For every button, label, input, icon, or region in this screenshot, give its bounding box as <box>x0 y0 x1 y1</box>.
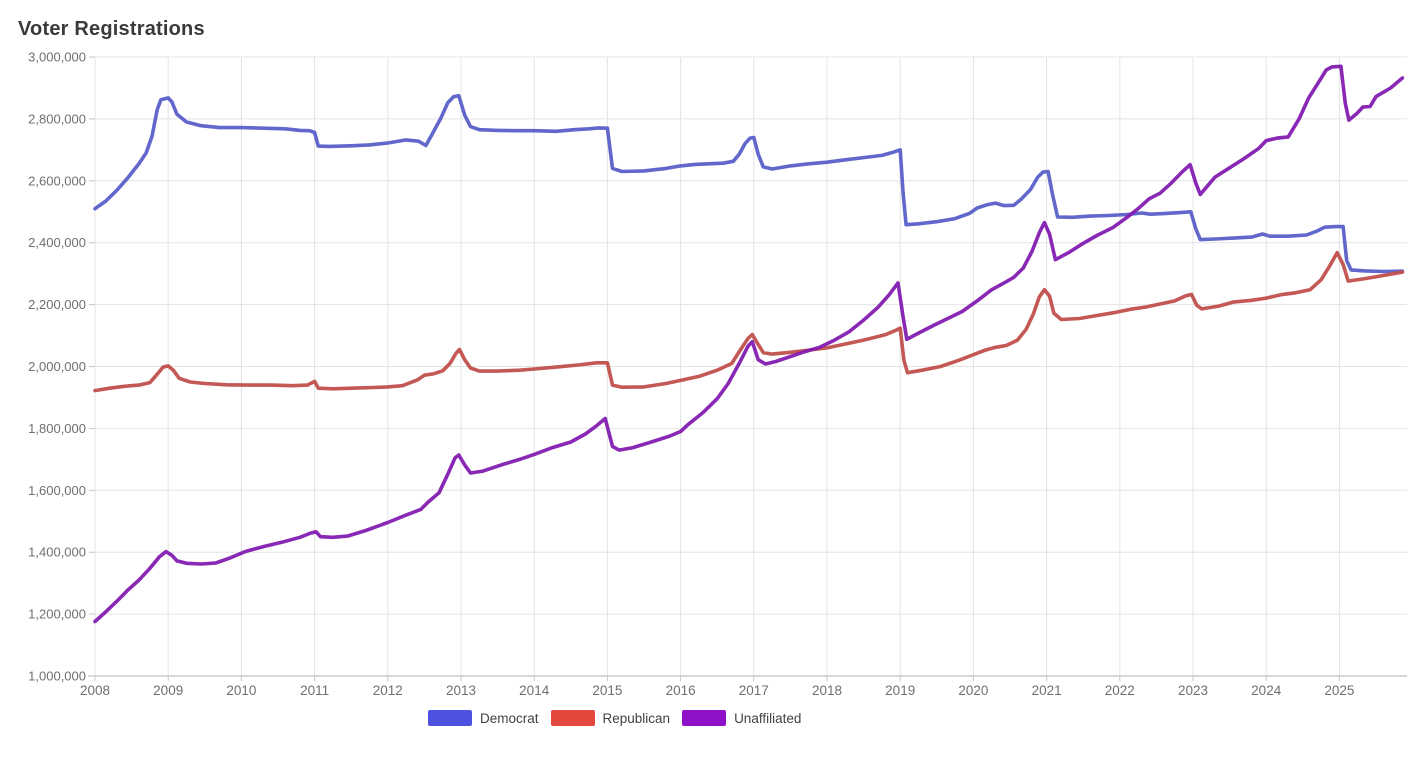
x-axis-label: 2020 <box>958 683 988 698</box>
x-axis-label: 2014 <box>519 683 550 698</box>
x-axis-label: 2024 <box>1251 683 1282 698</box>
legend: Democrat Republican Unaffiliated <box>428 705 813 731</box>
x-axis-label: 2021 <box>1032 683 1062 698</box>
x-axis-label: 2017 <box>739 683 769 698</box>
legend-label: Unaffiliated <box>734 710 802 726</box>
y-axis-label: 1,400,000 <box>28 545 86 560</box>
gridlines <box>94 56 1407 677</box>
y-axis-label: 2,600,000 <box>28 173 86 188</box>
x-axis-label: 2022 <box>1105 683 1135 698</box>
y-axis-label: 2,200,000 <box>28 297 86 312</box>
x-axis-label: 2013 <box>446 683 476 698</box>
y-axis-label: 2,800,000 <box>28 111 86 126</box>
legend-swatch-democrat <box>428 710 472 726</box>
x-axis-label: 2009 <box>153 683 183 698</box>
legend-item-unaffiliated[interactable]: Unaffiliated <box>682 710 801 726</box>
y-axis-label: 1,600,000 <box>28 483 86 498</box>
x-axis-label: 2011 <box>300 683 329 698</box>
x-axis-label: 2010 <box>226 683 256 698</box>
x-axis-label: 2016 <box>666 683 696 698</box>
y-axis-label: 2,400,000 <box>28 235 86 250</box>
legend-swatch-unaffiliated <box>682 710 727 726</box>
legend-label: Republican <box>602 710 671 726</box>
y-axis-label: 1,200,000 <box>28 607 86 622</box>
chart-title: Voter Registrations <box>18 18 205 40</box>
y-axis-label: 2,000,000 <box>28 359 86 374</box>
legend-item-democrat[interactable]: Democrat <box>428 710 539 726</box>
series-line-republican[interactable] <box>93 250 1405 393</box>
x-axis-label: 2023 <box>1178 683 1208 698</box>
x-axis-label: 2018 <box>812 683 842 698</box>
y-axis-label: 3,000,000 <box>28 50 86 65</box>
axis-labels: 1,000,000 1,200,000 1,400,000 1,600,000 1,80… <box>28 50 1354 699</box>
y-axis-label: 1,000,000 <box>28 669 86 684</box>
legend-swatch-republican <box>550 710 595 726</box>
axes <box>88 56 1407 681</box>
x-axis-label: 2019 <box>885 683 915 698</box>
series-line-unaffiliated[interactable] <box>93 64 1405 624</box>
legend-item-republican[interactable]: Republican <box>550 710 671 726</box>
series-line-democrat[interactable] <box>93 93 1405 274</box>
x-axis-label: 2012 <box>373 683 403 698</box>
legend-label: Democrat <box>480 710 539 726</box>
x-axis-label: 2015 <box>592 683 622 698</box>
x-axis-label: 2008 <box>80 683 110 698</box>
y-axis-label: 1,800,000 <box>28 421 86 436</box>
x-axis-label: 2025 <box>1324 683 1354 698</box>
